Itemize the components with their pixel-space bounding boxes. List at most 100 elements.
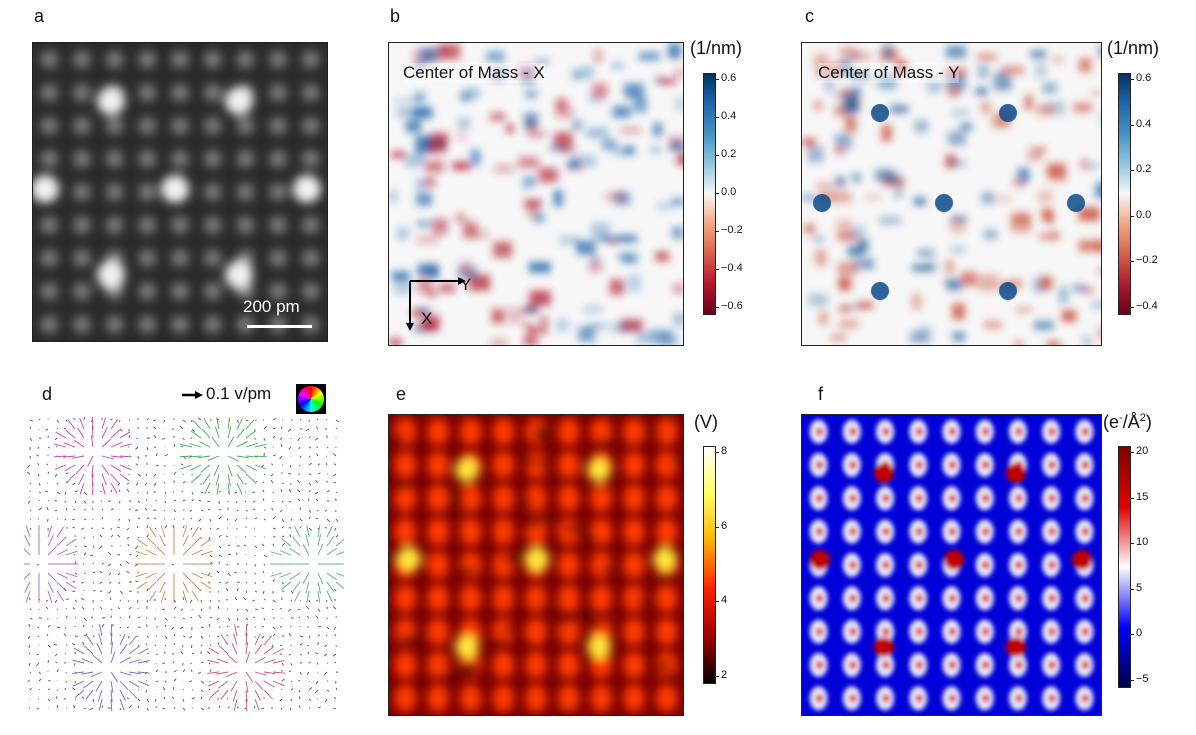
- colorbar-tick-label: 0.6: [721, 72, 737, 84]
- colorbar-tick-label: 20: [1136, 445, 1149, 457]
- charge-core: [815, 661, 824, 669]
- atom-column: [269, 183, 287, 201]
- field-arrow: [65, 508, 68, 511]
- field-arrow: [65, 607, 67, 610]
- field-arrow: [234, 518, 238, 522]
- field-arrow: [244, 571, 247, 574]
- field-arrow: [208, 688, 211, 691]
- atom-column: [171, 149, 189, 168]
- field-arrow: [209, 561, 213, 565]
- haadf-image-panel: 200 pm: [32, 42, 328, 342]
- field-arrow: [226, 634, 229, 637]
- field-arrow: [332, 453, 337, 457]
- field-blob: [894, 185, 903, 199]
- color-wheel-icon: [296, 384, 326, 414]
- field-arrow: [38, 671, 42, 675]
- electric-field-quiver: [18, 416, 348, 712]
- field-blob: [650, 147, 662, 153]
- field-arrow: [78, 473, 85, 485]
- atom-column: [40, 116, 59, 135]
- field-arrow: [153, 473, 157, 477]
- field-arrow: [333, 696, 337, 700]
- field-blob: [835, 133, 852, 150]
- field-arrow: [254, 644, 263, 655]
- field-arrow: [110, 508, 114, 511]
- field-arrow: [297, 479, 301, 484]
- field-arrow: [119, 689, 126, 701]
- field-arrow: [71, 643, 76, 646]
- field-arrow: [245, 623, 248, 637]
- charge-max: [810, 550, 830, 570]
- field-arrow: [317, 590, 321, 603]
- field-blob: [948, 86, 961, 98]
- potential-peak: [459, 484, 482, 513]
- field-arrow: [128, 615, 131, 619]
- field-blob: [840, 60, 851, 76]
- charge-core: [915, 594, 924, 603]
- field-blob: [824, 76, 834, 92]
- field-arrow: [288, 446, 292, 450]
- field-blob: [623, 146, 635, 155]
- field-arrow: [117, 534, 121, 538]
- colorbar-tick-label: −0.4: [721, 262, 743, 274]
- field-arrow: [128, 671, 141, 675]
- potential-peak: [492, 417, 515, 446]
- field-arrow: [72, 671, 85, 674]
- charge-max: [874, 637, 894, 657]
- colorbar-tick-mark: [1130, 634, 1134, 636]
- field-arrow: [99, 581, 103, 584]
- potential-peak: [394, 651, 417, 679]
- field-arrow: [56, 669, 59, 673]
- field-arrow: [135, 572, 148, 578]
- charge-core: [981, 661, 990, 669]
- field-blob: [1042, 82, 1057, 94]
- field-arrow: [335, 550, 348, 556]
- colorbar-tick-label: 0.4: [1136, 117, 1152, 130]
- field-arrow: [153, 419, 157, 422]
- potential-peak: [590, 684, 613, 713]
- field-arrow: [135, 554, 139, 558]
- field-arrow: [201, 428, 211, 439]
- com-x-title: Center of Mass - X: [403, 63, 545, 83]
- field-blob: [525, 90, 538, 99]
- field-arrow: [119, 616, 121, 619]
- field-blob: [1097, 268, 1101, 274]
- field-blob: [611, 63, 624, 69]
- field-arrow: [136, 581, 148, 590]
- field-arrow: [227, 426, 232, 439]
- field-arrow: [315, 498, 319, 502]
- field-blob: [576, 240, 596, 255]
- field-blob: [1051, 57, 1064, 63]
- field-arrow: [161, 437, 166, 440]
- field-arrow: [65, 419, 68, 422]
- field-arrow: [56, 526, 65, 538]
- potential-peak: [394, 684, 417, 713]
- field-arrow: [281, 581, 292, 590]
- charge-core: [915, 494, 924, 503]
- field-arrow: [227, 572, 231, 577]
- field-arrow: [245, 509, 249, 512]
- field-blob: [589, 256, 601, 264]
- field-blob: [1039, 233, 1060, 241]
- field-arrow: [83, 707, 86, 710]
- field-arrow: [316, 662, 319, 665]
- field-arrow: [154, 698, 157, 702]
- field-arrow: [209, 689, 220, 699]
- field-arrow: [29, 426, 32, 430]
- field-arrow: [326, 418, 328, 421]
- charge-core: [981, 427, 990, 436]
- field-arrow: [263, 617, 266, 621]
- field-arrow: [118, 500, 121, 504]
- field-arrow: [101, 517, 104, 520]
- potential-peak: [557, 617, 580, 646]
- field-arrow: [208, 623, 211, 628]
- charge-core: [981, 527, 990, 536]
- field-arrow: [316, 509, 319, 512]
- field-arrow: [271, 507, 274, 511]
- potential-peak: [394, 517, 417, 546]
- field-arrow: [146, 652, 149, 655]
- field-arrow: [72, 590, 76, 592]
- field-arrow: [280, 444, 283, 448]
- field-arrow: [317, 581, 322, 594]
- charge-density-colorbar: [1118, 446, 1131, 688]
